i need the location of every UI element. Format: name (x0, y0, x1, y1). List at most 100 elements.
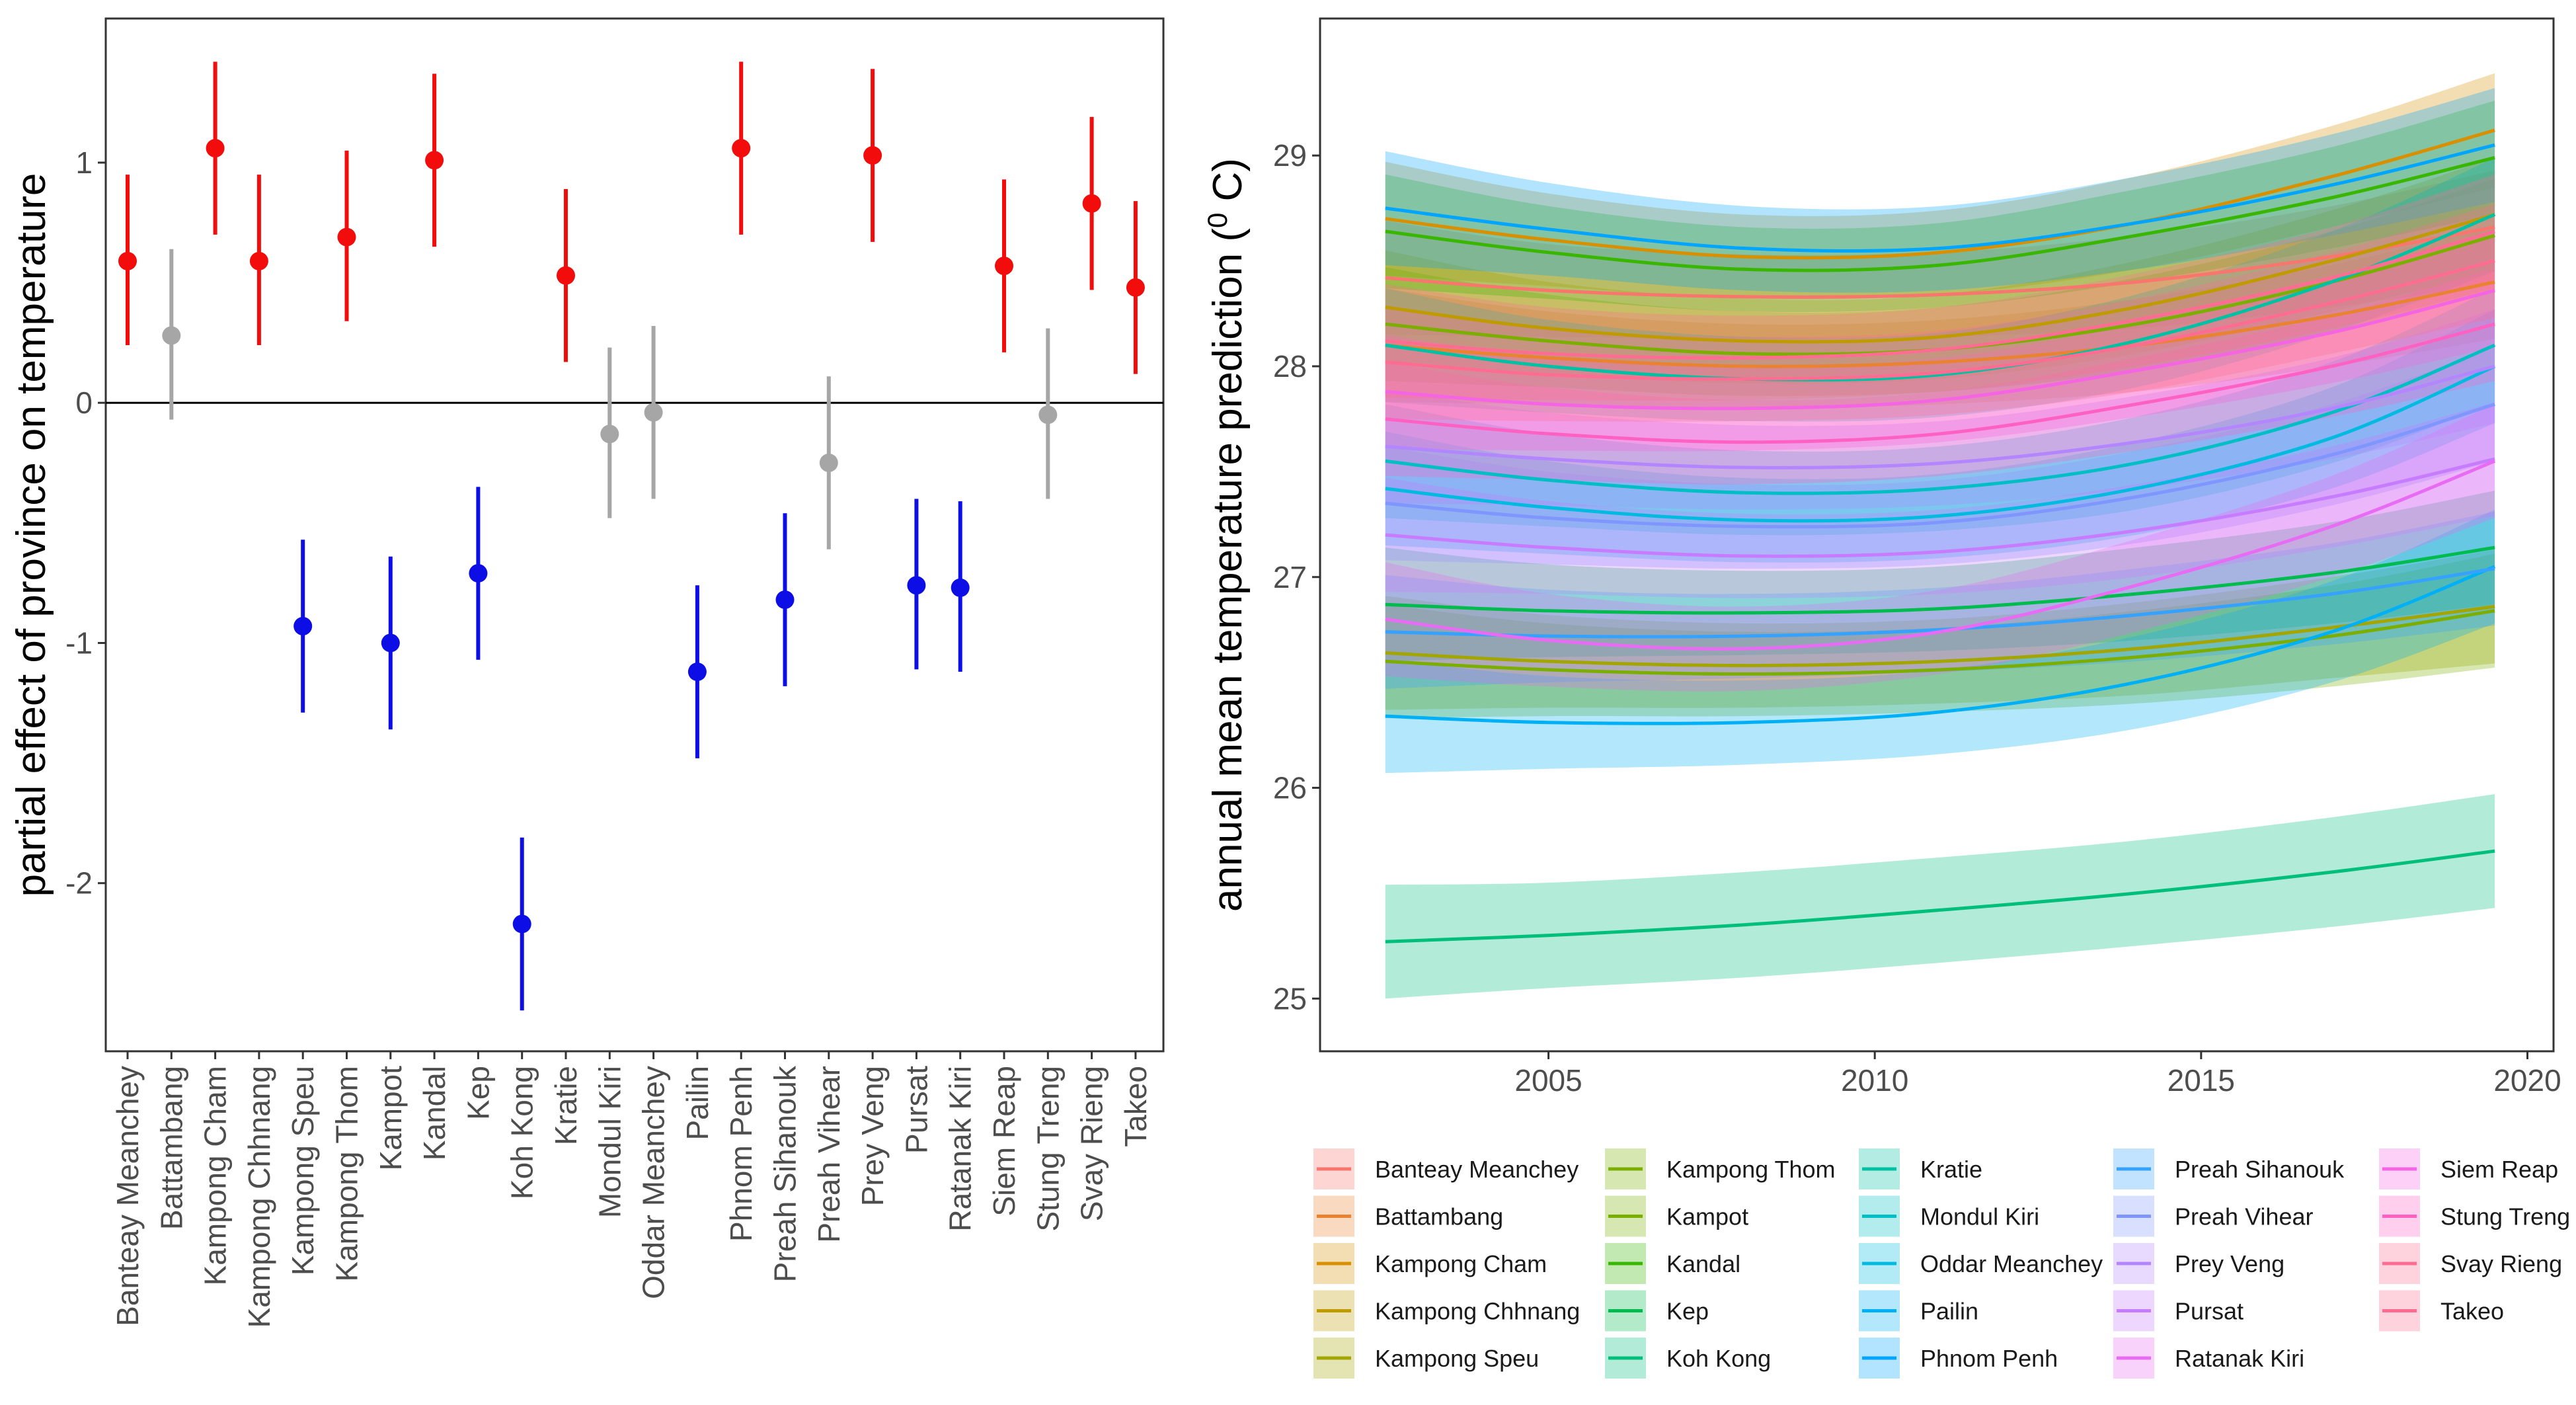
confidence-band (1385, 233, 2495, 452)
confidence-band (1385, 347, 2495, 569)
x-tick-label: Kep (461, 1066, 495, 1120)
point-estimate (1126, 278, 1145, 297)
point-estimate (1082, 194, 1101, 213)
right-y-axis-title-main: annual mean temperature prediction ( (1205, 228, 1251, 912)
series-line (1385, 128, 2495, 260)
x-tick-label: Preah Sihanouk (768, 1065, 802, 1282)
series-line (1385, 143, 2495, 253)
x-tick-label: Mondul Kiri (592, 1066, 627, 1218)
confidence-band (1385, 553, 2495, 719)
x-tick-label: Kandal (417, 1066, 451, 1160)
point-estimate (381, 633, 400, 653)
x-tick-label: Takeo (1118, 1066, 1153, 1147)
x-tick-label: Pursat (899, 1066, 933, 1154)
y-tick-label: 28 (1273, 349, 1307, 383)
x-tick-label: 2010 (1841, 1063, 1908, 1098)
confidence-band (1385, 309, 2495, 563)
confidence-band (1385, 404, 2495, 692)
right-axes: 25 26 27 28 29 2005 2010 2015 2020 (1273, 138, 2561, 1098)
y-tick-label: 26 (1273, 771, 1307, 805)
series-line (1385, 288, 2495, 411)
point-estimate (249, 251, 268, 270)
y-tick-label: 1 (75, 145, 93, 180)
legend-label: Siem Reap (2440, 1156, 2558, 1183)
legend-label: Battambang (1375, 1203, 1503, 1230)
legend-label: Stung Treng (2440, 1203, 2570, 1230)
x-tick-label: Kampong Thom (330, 1066, 364, 1281)
x-tick-label: Kampong Cham (198, 1066, 233, 1285)
x-tick-label: Pailin (680, 1066, 715, 1141)
legend-label: Kampot (1666, 1203, 1748, 1230)
x-tick-label: Kampot (373, 1066, 408, 1171)
legend-label: Kampong Speu (1375, 1345, 1539, 1372)
x-tick-label: Phnom Penh (724, 1066, 758, 1242)
point-estimate (995, 257, 1013, 276)
x-tick-label: Koh Kong (505, 1066, 539, 1199)
series-line (1385, 460, 2496, 651)
x-tick-label: Svay Rieng (1075, 1066, 1109, 1221)
x-tick-label: Kampong Speu (286, 1066, 320, 1275)
confidence-band (1385, 174, 2495, 401)
x-tick-label: Banteay Meanchey (110, 1066, 145, 1326)
point-estimate (732, 139, 751, 158)
legend-label: Kandal (1666, 1250, 1740, 1277)
point-estimate (469, 564, 488, 583)
series-line (1385, 457, 2495, 558)
y-tick-label: 25 (1273, 981, 1307, 1016)
legend-label: Pailin (1920, 1298, 1978, 1325)
legend-label: Preah Sihanouk (2175, 1156, 2345, 1183)
left-marks (106, 61, 1163, 1011)
point-estimate (512, 914, 531, 934)
series-line (1385, 225, 2495, 299)
series-line (1385, 322, 2495, 444)
series-line (1385, 229, 2495, 360)
series-line (1385, 545, 2495, 615)
series-line (1385, 609, 2495, 676)
legend: Banteay Meanchey Battambang Kampong Cham Ka… (1313, 1148, 2570, 1379)
series-line (1385, 213, 2495, 344)
x-tick-label: Oddar Meanchey (637, 1066, 671, 1299)
confidence-band (1385, 794, 2495, 999)
point-estimate (337, 227, 356, 247)
point-estimate (687, 662, 707, 682)
y-tick-label: 29 (1273, 138, 1307, 173)
legend-label: Ratanak Kiri (2175, 1345, 2304, 1372)
x-tick-label: 2015 (2167, 1063, 2235, 1098)
x-tick-label: Ratanak Kiri (943, 1066, 978, 1232)
point-estimate (1038, 405, 1058, 424)
legend-label: Preah Vihear (2175, 1203, 2313, 1230)
series-line (1385, 213, 2496, 382)
series-line (1385, 565, 2496, 725)
right-y-axis-title-tail: C) (1205, 158, 1251, 213)
confidence-band (1385, 509, 2495, 774)
x-tick-label: Siem Reap (987, 1066, 1021, 1217)
right-y-axis-title-sup: 0 (1202, 213, 1233, 228)
x-tick-label: 2020 (2493, 1063, 2561, 1098)
legend-label: Svay Rieng (2440, 1250, 2562, 1277)
confidence-band (1385, 511, 2495, 689)
y-tick-label: 27 (1273, 560, 1307, 594)
legend-label: Mondul Kiri (1920, 1203, 2039, 1230)
legend-label: Prey Veng (2175, 1250, 2284, 1277)
point-estimate (293, 617, 313, 636)
x-tick-label: 2005 (1514, 1063, 1582, 1098)
left-axes: 1 0 -1 -2 Banteay Meanchey Battambang Kampong … (65, 145, 1153, 1328)
confidence-band (1385, 157, 2495, 383)
legend-label: Kep (1666, 1298, 1709, 1325)
y-tick-label: 0 (75, 385, 93, 420)
point-estimate (775, 590, 795, 610)
y-tick-label: -2 (65, 866, 93, 901)
series-line (1385, 403, 2495, 529)
series-line (1385, 343, 2496, 495)
confidence-band (1385, 179, 2495, 396)
legend-label: Kampong Chhnang (1375, 1298, 1580, 1325)
point-estimate (557, 266, 575, 285)
legend-label: Koh Kong (1666, 1345, 1771, 1372)
legend-label: Phnom Penh (1920, 1345, 2058, 1372)
series-line (1385, 364, 2495, 469)
right-y-axis-title: annual mean temperature prediction (0 C) (1202, 158, 1251, 912)
series-line (1385, 364, 2496, 523)
point-estimate (425, 151, 444, 170)
legend-label: Oddar Meanchey (1920, 1250, 2103, 1277)
point-estimate (951, 578, 970, 597)
